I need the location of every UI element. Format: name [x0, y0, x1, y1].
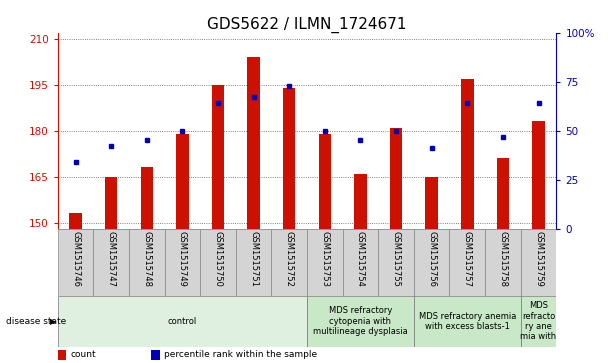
FancyBboxPatch shape — [58, 229, 94, 296]
Text: count: count — [71, 350, 96, 359]
FancyBboxPatch shape — [449, 229, 485, 296]
FancyBboxPatch shape — [520, 296, 556, 347]
Bar — [105, 177, 117, 229]
Text: control: control — [168, 317, 197, 326]
Text: disease state: disease state — [6, 317, 66, 326]
Text: GSM1515755: GSM1515755 — [392, 231, 401, 286]
Text: MDS refractory anemia
with excess blasts-1: MDS refractory anemia with excess blasts… — [418, 311, 516, 331]
Bar — [426, 177, 438, 229]
Bar — [497, 158, 509, 229]
FancyBboxPatch shape — [129, 229, 165, 296]
Text: GSM1515750: GSM1515750 — [213, 231, 223, 286]
Bar — [390, 128, 402, 229]
Bar — [176, 134, 188, 229]
Text: GSM1515746: GSM1515746 — [71, 231, 80, 287]
Bar — [151, 350, 160, 360]
Text: GSM1515754: GSM1515754 — [356, 231, 365, 286]
Bar — [140, 167, 153, 229]
Bar — [532, 122, 545, 229]
FancyBboxPatch shape — [520, 229, 556, 296]
FancyBboxPatch shape — [271, 229, 307, 296]
Text: GSM1515752: GSM1515752 — [285, 231, 294, 286]
Text: GSM1515747: GSM1515747 — [106, 231, 116, 287]
FancyBboxPatch shape — [200, 229, 236, 296]
Text: GSM1515756: GSM1515756 — [427, 231, 436, 287]
FancyBboxPatch shape — [307, 229, 343, 296]
Text: MDS
refracto
ry ane
mia with: MDS refracto ry ane mia with — [520, 301, 556, 341]
Text: GSM1515753: GSM1515753 — [320, 231, 330, 287]
FancyBboxPatch shape — [378, 229, 414, 296]
Text: MDS refractory
cytopenia with
multilineage dysplasia: MDS refractory cytopenia with multilinea… — [313, 306, 408, 336]
FancyBboxPatch shape — [58, 296, 307, 347]
Title: GDS5622 / ILMN_1724671: GDS5622 / ILMN_1724671 — [207, 16, 407, 33]
Bar — [212, 85, 224, 229]
Text: GSM1515757: GSM1515757 — [463, 231, 472, 287]
Bar — [319, 134, 331, 229]
Text: GSM1515748: GSM1515748 — [142, 231, 151, 287]
Text: ▶: ▶ — [50, 317, 57, 326]
FancyBboxPatch shape — [165, 229, 200, 296]
Bar — [69, 213, 82, 229]
Bar — [58, 350, 66, 360]
Bar — [354, 174, 367, 229]
Text: GSM1515758: GSM1515758 — [499, 231, 508, 287]
FancyBboxPatch shape — [343, 229, 378, 296]
FancyBboxPatch shape — [485, 229, 520, 296]
FancyBboxPatch shape — [414, 296, 520, 347]
FancyBboxPatch shape — [236, 229, 271, 296]
Bar — [247, 57, 260, 229]
FancyBboxPatch shape — [307, 296, 414, 347]
Text: percentile rank within the sample: percentile rank within the sample — [164, 350, 317, 359]
FancyBboxPatch shape — [414, 229, 449, 296]
FancyBboxPatch shape — [94, 229, 129, 296]
Bar — [461, 79, 474, 229]
Text: GSM1515749: GSM1515749 — [178, 231, 187, 286]
Text: GSM1515759: GSM1515759 — [534, 231, 543, 286]
Text: GSM1515751: GSM1515751 — [249, 231, 258, 286]
Bar — [283, 88, 295, 229]
